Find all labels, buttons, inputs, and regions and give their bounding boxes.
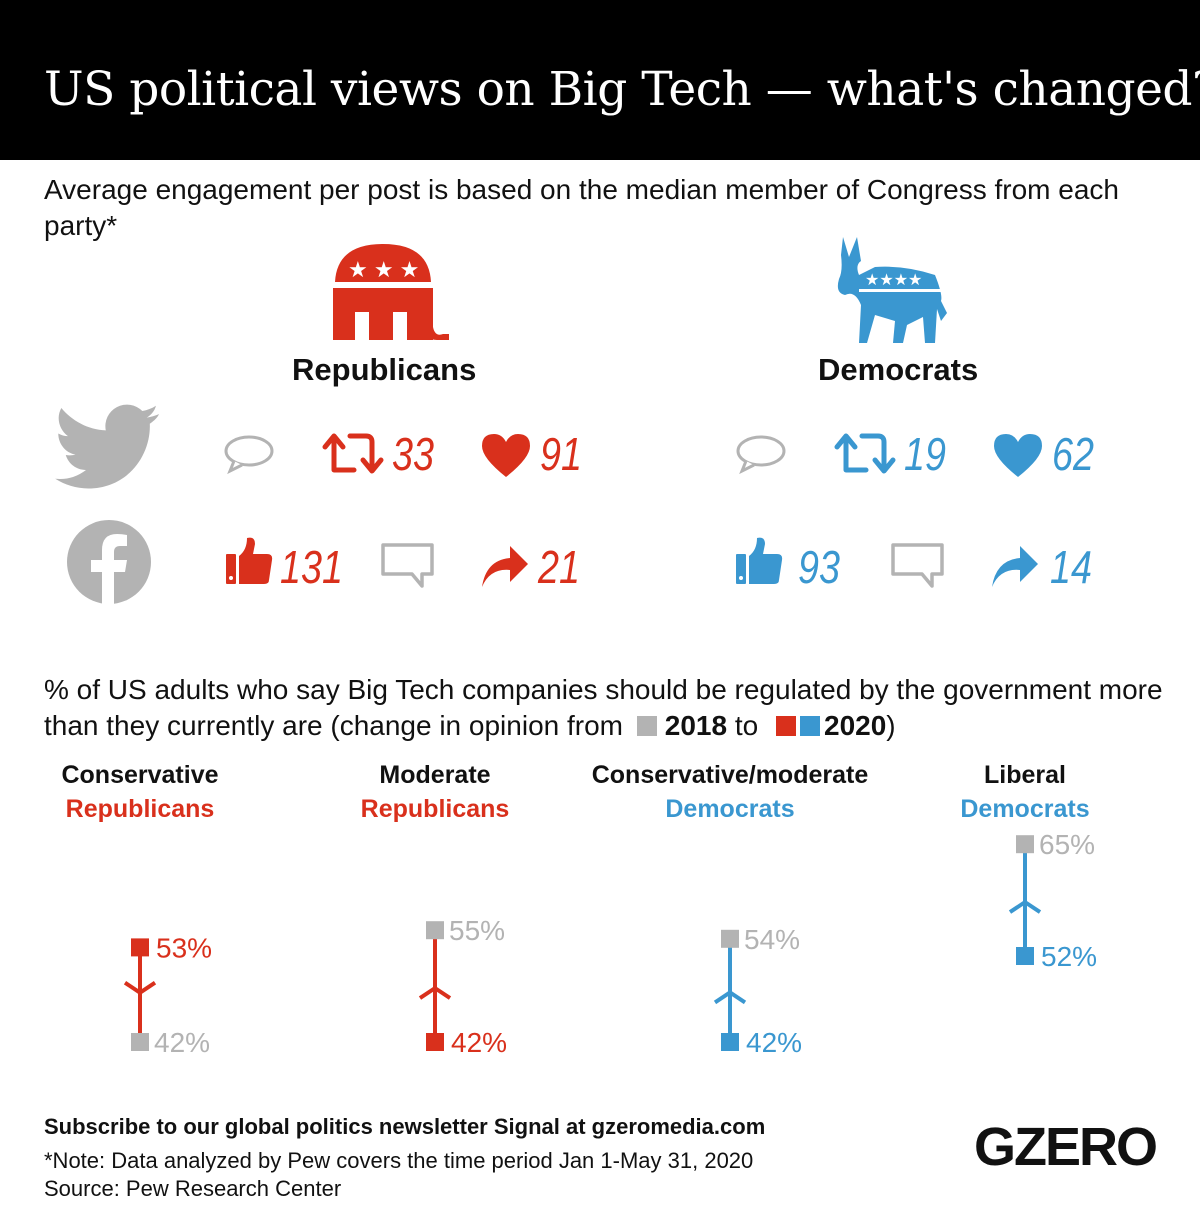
republican-elephant-icon: ★ ★ ★ <box>333 244 449 340</box>
marker-2018 <box>1016 835 1034 854</box>
category-line1: Liberal <box>984 761 1066 789</box>
regulation-subtitle: % of US adults who say Big Tech companie… <box>44 672 1174 744</box>
svg-text:★ ★ ★: ★ ★ ★ <box>348 257 419 282</box>
twitter-likes-democrats: 62 <box>1052 428 1094 480</box>
note-text: *Note: Data analyzed by Pew covers the t… <box>44 1148 754 1173</box>
regulation-subtitle-text: % of US adults who say Big Tech companie… <box>44 674 1163 741</box>
category-line1: Conservative <box>61 761 219 789</box>
category-label: Liberal Democrats <box>875 758 1175 826</box>
category-label: Conservative Republicans <box>0 758 290 826</box>
category-label: Conservative/moderate Democrats <box>580 758 880 826</box>
party-name-democrats: Democrats <box>818 352 979 387</box>
category-line2: Republicans <box>65 795 215 823</box>
label-2020: 53% <box>156 932 212 963</box>
comment-icon-democrats <box>734 434 786 479</box>
thumbs-up-icon-democrats <box>735 536 785 591</box>
label-2020: 42% <box>451 1027 507 1058</box>
legend-label-2018: 2018 <box>664 710 728 741</box>
democrat-donkey-icon: ★★★★ <box>837 237 947 343</box>
category-line1: Moderate <box>379 761 491 789</box>
twitter-bird-icon <box>55 404 160 489</box>
category-label: Moderate Republicans <box>285 758 585 826</box>
category-line2: Democrats <box>665 795 795 823</box>
header-bar <box>0 0 1200 160</box>
twitter-likes-republicans: 91 <box>540 428 582 480</box>
arrow-down-icon <box>1008 899 1042 914</box>
twitter-retweets-republicans: 33 <box>392 428 434 480</box>
category-line2: Republicans <box>360 795 510 823</box>
share-arrow-icon-democrats <box>990 542 1040 593</box>
svg-text:★★★★: ★★★★ <box>865 272 922 289</box>
arrow-down-icon <box>713 989 747 1005</box>
gzero-logo: GZERO <box>974 1117 1158 1177</box>
share-arrow-icon-republicans <box>480 542 530 593</box>
marker-2020 <box>1016 947 1034 965</box>
facebook-comment-icon-democrats <box>890 542 946 597</box>
marker-2018 <box>426 921 444 940</box>
heart-icon-republicans <box>480 432 532 483</box>
label-2020: 52% <box>1041 941 1097 972</box>
comment-icon-republicans <box>222 434 274 479</box>
facebook-shares-democrats: 14 <box>1050 541 1092 593</box>
retweet-icon-republicans <box>322 430 386 481</box>
legend-swatch-2020-blue <box>800 716 820 736</box>
source-text: Source: Pew Research Center <box>44 1176 342 1201</box>
thumbs-up-icon-republicans <box>225 536 275 591</box>
category-line2: Democrats <box>960 795 1090 823</box>
page-title: US political views on Big Tech — what's … <box>44 62 1200 117</box>
facebook-comment-icon-republicans <box>380 542 436 597</box>
arrow-up-icon <box>123 981 157 996</box>
subscribe-text: Subscribe to our global politics newslet… <box>44 1114 766 1139</box>
legend-swatch-2020-red <box>776 716 796 736</box>
retweet-icon-democrats <box>834 430 898 481</box>
arrow-down-icon <box>418 985 452 1000</box>
legend-label-2020: 2020 <box>824 710 887 741</box>
marker-2020 <box>721 1033 739 1051</box>
facebook-likes-republicans: 131 <box>280 541 343 593</box>
marker-2020 <box>426 1033 444 1051</box>
facebook-likes-democrats: 93 <box>798 541 840 593</box>
heart-icon-democrats <box>992 432 1044 483</box>
label-2020: 42% <box>746 1027 802 1058</box>
facebook-shares-republicans: 21 <box>538 541 580 593</box>
marker-2018 <box>131 1033 149 1051</box>
marker-2018 <box>721 929 739 948</box>
facebook-icon <box>67 520 151 604</box>
legend-close: ) <box>886 710 896 741</box>
label-2018: 55% <box>449 915 505 946</box>
label-2018: 65% <box>1039 829 1095 860</box>
label-2018: 42% <box>154 1027 210 1058</box>
legend-to: to <box>727 710 766 741</box>
regulation-chart: 42% 53% 55% 42% 54% 42% 65% 52% <box>123 829 1097 1058</box>
party-name-republicans: Republicans <box>292 352 477 387</box>
category-line1: Conservative/moderate <box>591 761 869 789</box>
legend-swatch-2018 <box>636 716 657 736</box>
twitter-retweets-democrats: 19 <box>904 428 946 480</box>
engagement-subtitle: Average engagement per post is based on … <box>44 174 1119 241</box>
label-2018: 54% <box>744 924 800 955</box>
marker-2020 <box>131 938 149 957</box>
